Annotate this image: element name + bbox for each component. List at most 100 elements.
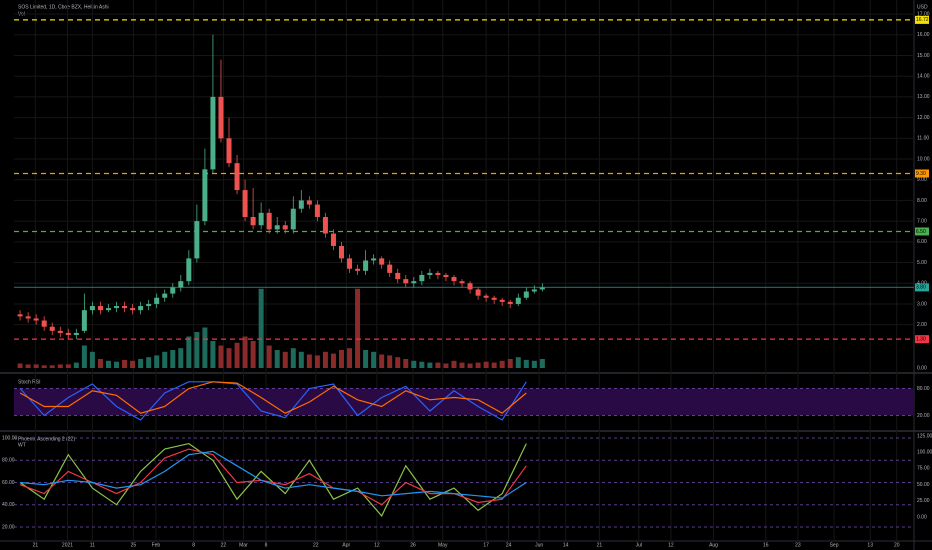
series-line (19, 381, 527, 414)
y2-tick-label: 0.00 (917, 514, 927, 520)
y-tick-label: 16.00 (917, 32, 930, 38)
left-tick-label: 40.00 (2, 502, 15, 508)
candle-body (25, 316, 31, 319)
volume-bar (451, 360, 457, 368)
volume-bar (114, 361, 120, 368)
volume-bar (97, 359, 103, 368)
x-tick-label: 26 (410, 542, 416, 548)
candle-body (467, 283, 473, 290)
volume-bar (322, 351, 328, 368)
x-tick-label: 25 (131, 542, 137, 548)
candle-body (483, 295, 489, 298)
candle-body (138, 306, 144, 311)
candle-body (81, 310, 87, 331)
currency: USD (917, 4, 928, 10)
candle-body (306, 200, 312, 205)
volume-bar (57, 364, 63, 368)
y-tick-label: 9.00 (917, 177, 927, 183)
volume-bar (483, 361, 489, 368)
candle-body (114, 306, 120, 309)
level-label: 16.72 (916, 17, 929, 23)
level-label: 1.30 (916, 336, 926, 342)
volume-bar (65, 364, 71, 368)
volume-bar (338, 350, 344, 368)
candle-body (314, 204, 320, 217)
volume-bar (539, 359, 545, 368)
candle-body (73, 332, 79, 336)
x-tick-label: 22 (313, 542, 319, 548)
volume-bar (411, 360, 417, 368)
level-tag (915, 15, 929, 24)
level-tag (915, 335, 929, 344)
x-tick-label: 16 (763, 542, 769, 548)
volume-bar (314, 355, 320, 368)
candle-body (57, 330, 63, 333)
volume-bar (81, 345, 87, 368)
y2-tick-label: 100.00 (917, 450, 932, 456)
left-tick-label: 100.00 (2, 435, 18, 441)
candle-body (250, 216, 256, 226)
x-tick-label: 22 (221, 542, 227, 548)
x-tick-label: 12 (668, 542, 674, 548)
pane-subtitle: WT (18, 442, 26, 448)
volume-bar (105, 360, 111, 368)
candle-body (210, 96, 216, 170)
candle-body (33, 318, 39, 321)
volume-bar (170, 350, 176, 368)
candle-body (411, 281, 417, 284)
y-tick-label: 6.00 (917, 239, 927, 245)
candle-body (443, 274, 449, 278)
candle-body (363, 260, 369, 271)
candle-body (17, 314, 23, 317)
volume-bar (443, 363, 449, 368)
candle-body (97, 306, 103, 311)
volume-bar (507, 359, 513, 368)
volume-bar (242, 336, 248, 368)
candle-body (162, 293, 168, 298)
candle-body (41, 320, 47, 327)
series-line (20, 450, 527, 499)
candle-body (515, 297, 521, 304)
y-tick-label: 5.00 (917, 260, 927, 266)
y-tick-label: 2.00 (917, 322, 927, 328)
y2-tick-label: 25.00 (917, 498, 930, 504)
volume-bar (210, 341, 216, 368)
candle-body (539, 287, 545, 290)
volume-bar (475, 362, 481, 368)
volume-bar (266, 345, 272, 368)
candle-body (338, 245, 344, 259)
candle-body (322, 216, 328, 234)
volume-bar (330, 353, 336, 368)
volume-bar (41, 365, 47, 368)
x-tick-label: Apr (342, 542, 350, 548)
volume-bar (138, 359, 144, 368)
candle-body (298, 200, 304, 209)
x-tick-label: Aug (709, 542, 718, 548)
y-tick-label: 80.00 (917, 386, 930, 392)
level-tag (915, 283, 929, 292)
volume-bar (491, 362, 497, 368)
volume-bar (419, 361, 425, 368)
volume-bar (395, 357, 401, 368)
candle-body (202, 169, 208, 222)
candle-body (266, 212, 272, 230)
candle-body (435, 272, 441, 275)
x-tick-label: Jul (636, 542, 642, 548)
candle-body (355, 268, 361, 271)
candle-body (282, 225, 288, 230)
candle-body (531, 289, 537, 292)
volume-bar (218, 345, 224, 368)
left-tick-label: 60.00 (2, 480, 15, 486)
volume-bar (371, 351, 377, 368)
volume-bar (363, 350, 369, 368)
y-tick-label: 17.00 (917, 11, 930, 17)
volume-tick-label: 0.00 (917, 365, 927, 371)
x-tick-label: 17 (483, 542, 489, 548)
candle-body (523, 291, 529, 298)
candle-body (427, 272, 433, 275)
volume-bar (274, 350, 280, 368)
candle-body (395, 272, 401, 280)
x-tick-label: 20 (894, 542, 900, 548)
volume-bar (250, 341, 256, 368)
